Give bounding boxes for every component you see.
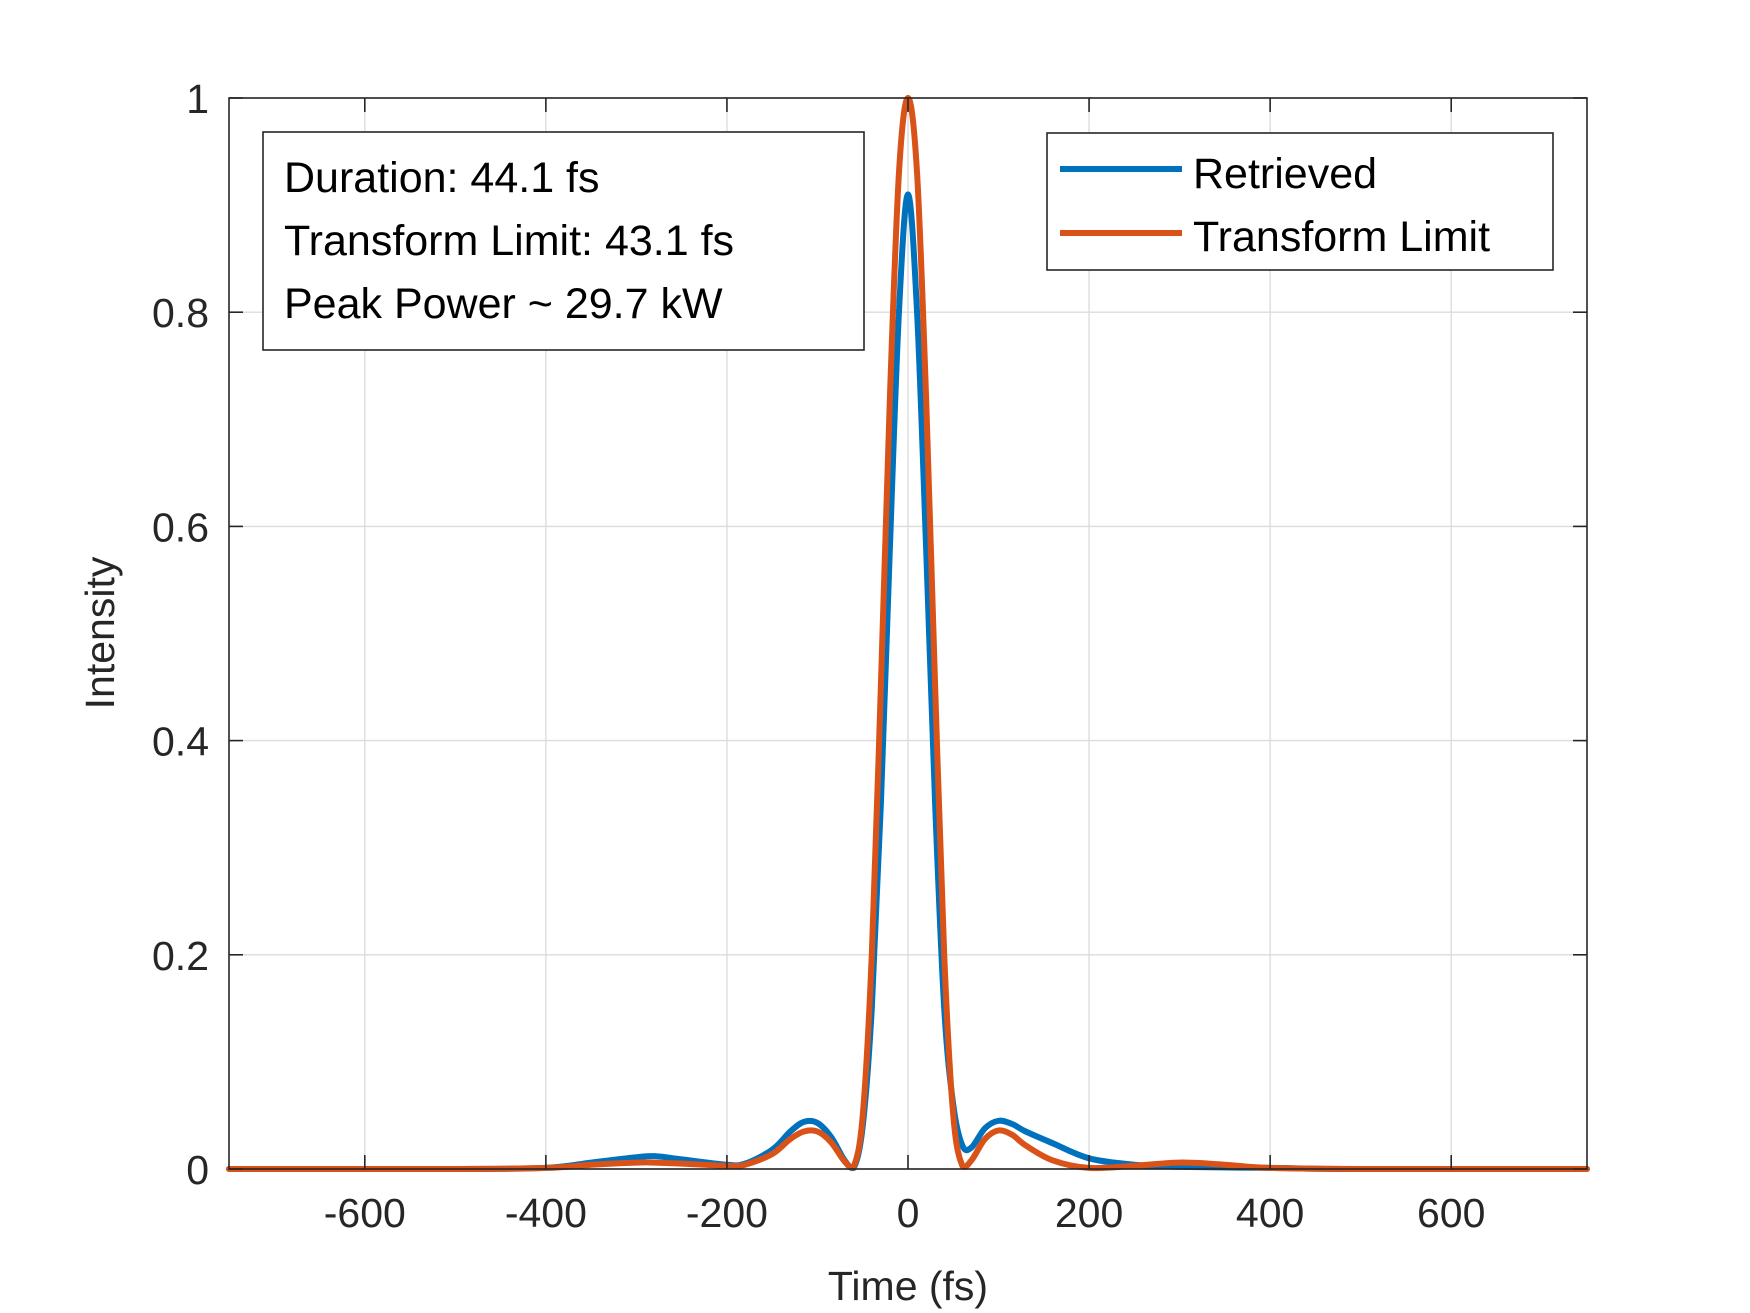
annotation-box: Duration: 44.1 fs Transform Limit: 43.1 … — [262, 131, 865, 351]
legend-label-retrieved: Retrieved — [1193, 150, 1377, 198]
annotation-line-peak-power: Peak Power ~ 29.7 kW — [284, 280, 723, 328]
x-tick-label: 0 — [897, 1190, 920, 1236]
legend-frame — [1046, 132, 1554, 271]
annotation-frame — [262, 131, 865, 351]
x-tick-label: -400 — [505, 1190, 587, 1236]
x-axis-label: Time (fs) — [828, 1263, 988, 1309]
annotation-line-transform-limit: Transform Limit: 43.1 fs — [284, 217, 734, 265]
annotation-line-duration: Duration: 44.1 fs — [284, 154, 600, 202]
y-axis-label: Intensity — [77, 556, 123, 709]
y-tick-label: 0.2 — [152, 933, 209, 979]
y-tick-label: 0.8 — [152, 290, 209, 336]
y-tick-label: 0.4 — [152, 719, 209, 765]
x-tick-label: -200 — [686, 1190, 768, 1236]
y-tick-label: 0.6 — [152, 504, 209, 550]
y-tick-label: 0 — [186, 1147, 209, 1193]
y-tick-label: 1 — [186, 76, 209, 122]
x-tick-label: 200 — [1055, 1190, 1123, 1236]
legend: Retrieved Transform Limit — [1046, 132, 1554, 271]
x-tick-label: 600 — [1417, 1190, 1485, 1236]
x-tick-label: -600 — [324, 1190, 406, 1236]
axis-ticks: -600 -400 -200 0 200 400 600 0 0.2 0.4 0.6 0.8 1 — [152, 76, 1587, 1236]
x-tick-label: 400 — [1236, 1190, 1304, 1236]
legend-label-transform-limit: Transform Limit — [1193, 213, 1490, 261]
